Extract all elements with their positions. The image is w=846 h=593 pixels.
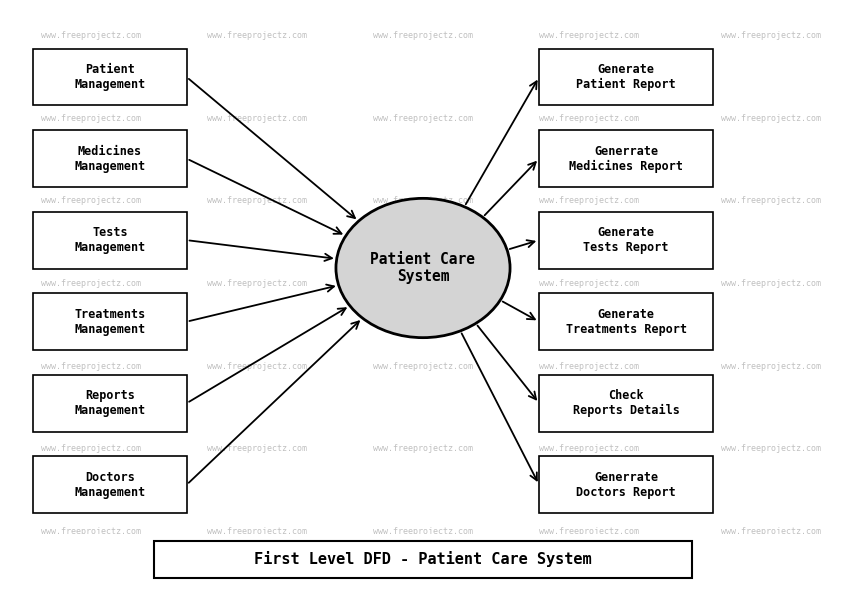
FancyBboxPatch shape (153, 541, 692, 578)
Text: www.freeprojectz.com: www.freeprojectz.com (41, 279, 141, 288)
Text: www.freeprojectz.com: www.freeprojectz.com (373, 527, 473, 535)
FancyBboxPatch shape (33, 49, 187, 106)
Text: www.freeprojectz.com: www.freeprojectz.com (207, 114, 307, 123)
Text: www.freeprojectz.com: www.freeprojectz.com (41, 444, 141, 453)
FancyBboxPatch shape (539, 375, 713, 432)
Text: www.freeprojectz.com: www.freeprojectz.com (373, 31, 473, 40)
Text: Generate
Treatments Report: Generate Treatments Report (566, 308, 687, 336)
FancyBboxPatch shape (33, 212, 187, 269)
FancyBboxPatch shape (539, 130, 713, 187)
Text: www.freeprojectz.com: www.freeprojectz.com (721, 196, 821, 205)
FancyBboxPatch shape (33, 375, 187, 432)
Text: www.freeprojectz.com: www.freeprojectz.com (41, 196, 141, 205)
Text: www.freeprojectz.com: www.freeprojectz.com (721, 527, 821, 535)
Text: Treatments
Management: Treatments Management (74, 308, 146, 336)
Text: Reports
Management: Reports Management (74, 389, 146, 417)
Text: www.freeprojectz.com: www.freeprojectz.com (373, 196, 473, 205)
FancyBboxPatch shape (539, 212, 713, 269)
Text: www.freeprojectz.com: www.freeprojectz.com (373, 444, 473, 453)
Ellipse shape (336, 198, 510, 337)
Text: www.freeprojectz.com: www.freeprojectz.com (41, 31, 141, 40)
Text: www.freeprojectz.com: www.freeprojectz.com (539, 279, 639, 288)
Text: www.freeprojectz.com: www.freeprojectz.com (207, 279, 307, 288)
Text: Doctors
Management: Doctors Management (74, 471, 146, 499)
Text: www.freeprojectz.com: www.freeprojectz.com (373, 114, 473, 123)
Text: www.freeprojectz.com: www.freeprojectz.com (721, 444, 821, 453)
Text: www.freeprojectz.com: www.freeprojectz.com (41, 114, 141, 123)
Text: www.freeprojectz.com: www.freeprojectz.com (41, 527, 141, 535)
Text: Generate
Tests Report: Generate Tests Report (584, 226, 669, 254)
Text: www.freeprojectz.com: www.freeprojectz.com (721, 114, 821, 123)
FancyBboxPatch shape (33, 294, 187, 350)
Text: www.freeprojectz.com: www.freeprojectz.com (721, 31, 821, 40)
Text: www.freeprojectz.com: www.freeprojectz.com (721, 279, 821, 288)
Text: Patient Care
System: Patient Care System (371, 252, 475, 284)
Text: Generate
Patient Report: Generate Patient Report (576, 63, 676, 91)
Text: www.freeprojectz.com: www.freeprojectz.com (539, 114, 639, 123)
Text: www.freeprojectz.com: www.freeprojectz.com (373, 362, 473, 371)
FancyBboxPatch shape (33, 130, 187, 187)
Text: www.freeprojectz.com: www.freeprojectz.com (539, 31, 639, 40)
Text: www.freeprojectz.com: www.freeprojectz.com (539, 196, 639, 205)
Text: www.freeprojectz.com: www.freeprojectz.com (207, 196, 307, 205)
FancyBboxPatch shape (539, 457, 713, 513)
FancyBboxPatch shape (539, 294, 713, 350)
Text: Tests
Management: Tests Management (74, 226, 146, 254)
Text: Patient
Management: Patient Management (74, 63, 146, 91)
Text: www.freeprojectz.com: www.freeprojectz.com (539, 444, 639, 453)
Text: www.freeprojectz.com: www.freeprojectz.com (373, 279, 473, 288)
Text: First Level DFD - Patient Care System: First Level DFD - Patient Care System (254, 551, 592, 568)
Text: www.freeprojectz.com: www.freeprojectz.com (539, 527, 639, 535)
Text: www.freeprojectz.com: www.freeprojectz.com (539, 362, 639, 371)
Text: Generrate
Medicines Report: Generrate Medicines Report (569, 145, 683, 173)
Text: www.freeprojectz.com: www.freeprojectz.com (207, 444, 307, 453)
Text: www.freeprojectz.com: www.freeprojectz.com (721, 362, 821, 371)
Text: Medicines
Management: Medicines Management (74, 145, 146, 173)
Text: www.freeprojectz.com: www.freeprojectz.com (41, 362, 141, 371)
Text: www.freeprojectz.com: www.freeprojectz.com (207, 31, 307, 40)
Text: Check
Reports Details: Check Reports Details (573, 389, 679, 417)
FancyBboxPatch shape (539, 49, 713, 106)
Text: Generrate
Doctors Report: Generrate Doctors Report (576, 471, 676, 499)
Text: www.freeprojectz.com: www.freeprojectz.com (207, 527, 307, 535)
Text: www.freeprojectz.com: www.freeprojectz.com (207, 362, 307, 371)
FancyBboxPatch shape (33, 457, 187, 513)
